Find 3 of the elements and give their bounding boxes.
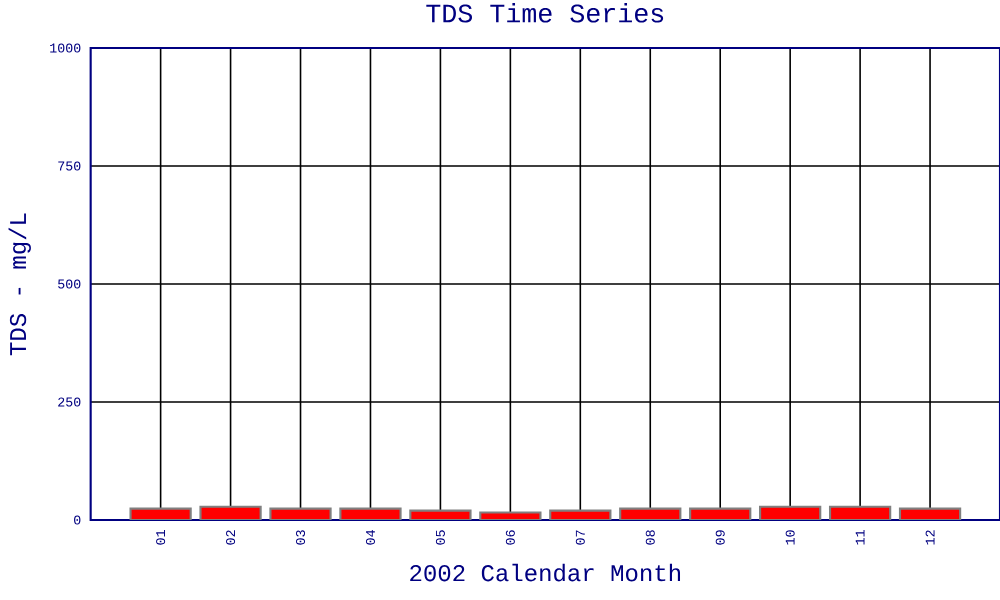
x-axis-title: 2002 Calendar Month	[410, 563, 681, 582]
chart-title: TDS Time Series	[426, 2, 664, 23]
y-axis-title: TDS - mg/L	[8, 213, 31, 356]
